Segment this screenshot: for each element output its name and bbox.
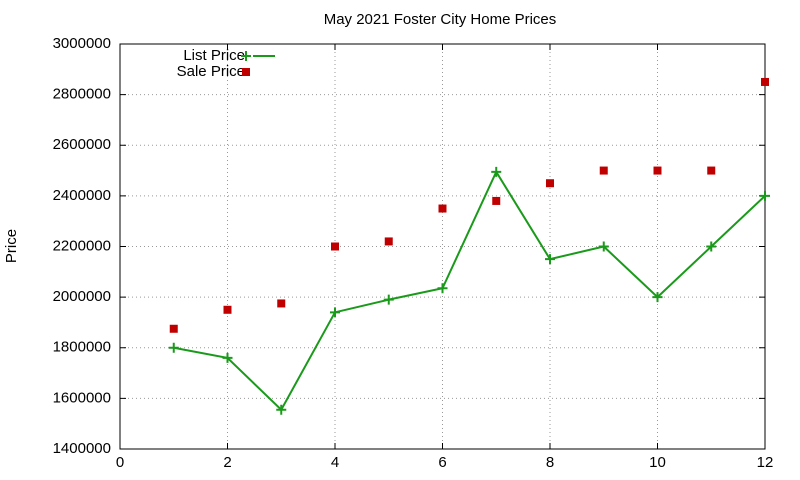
legend-marker [241, 51, 251, 61]
x-tick-label: 4 [331, 454, 339, 471]
y-tick-label: 2600000 [53, 136, 111, 153]
data-point [653, 166, 662, 175]
data-point [223, 305, 232, 314]
y-tick-label: 3000000 [53, 35, 111, 52]
plot-frame [119, 43, 766, 450]
y-tick-label: 1400000 [53, 440, 111, 457]
x-tick-label: 8 [546, 454, 554, 471]
data-point [437, 283, 448, 294]
y-tick-label: 2200000 [53, 237, 111, 254]
y-axis-label: Price [3, 229, 20, 263]
y-tick-label: 2800000 [53, 86, 111, 103]
x-tick-label: 6 [438, 454, 446, 471]
y-tick-label: 2000000 [53, 288, 111, 305]
data-point [761, 77, 769, 86]
data-point [492, 196, 501, 205]
legend-marker [242, 68, 250, 76]
data-point [706, 241, 717, 252]
data-point [384, 237, 393, 246]
y-tick-label: 1800000 [53, 339, 111, 356]
data-point [546, 179, 554, 188]
data-point [169, 324, 178, 333]
data-point [760, 190, 770, 201]
data-point [277, 299, 286, 308]
data-point [598, 241, 609, 252]
data-point [168, 342, 179, 353]
data-point [330, 307, 340, 318]
x-tick-label: 12 [757, 454, 774, 471]
data-point [383, 294, 394, 305]
series-line [173, 169, 766, 412]
x-tick-label: 2 [223, 454, 231, 471]
data-point [652, 292, 663, 303]
y-tick-label: 1600000 [53, 389, 111, 406]
data-point [276, 404, 287, 415]
legend-label: List Price [183, 47, 245, 64]
data-point [545, 254, 555, 265]
chart-title: May 2021 Foster City Home Prices [324, 11, 557, 28]
data-point [491, 166, 502, 177]
data-point [707, 166, 716, 175]
y-tick-label: 2400000 [53, 187, 111, 204]
data-point [599, 166, 608, 175]
x-tick-label: 10 [649, 454, 666, 471]
x-tick-label: 0 [116, 454, 124, 471]
legend-label: Sale Price [177, 63, 245, 80]
data-point [331, 242, 339, 251]
data-point [438, 204, 447, 213]
data-point [222, 352, 233, 363]
